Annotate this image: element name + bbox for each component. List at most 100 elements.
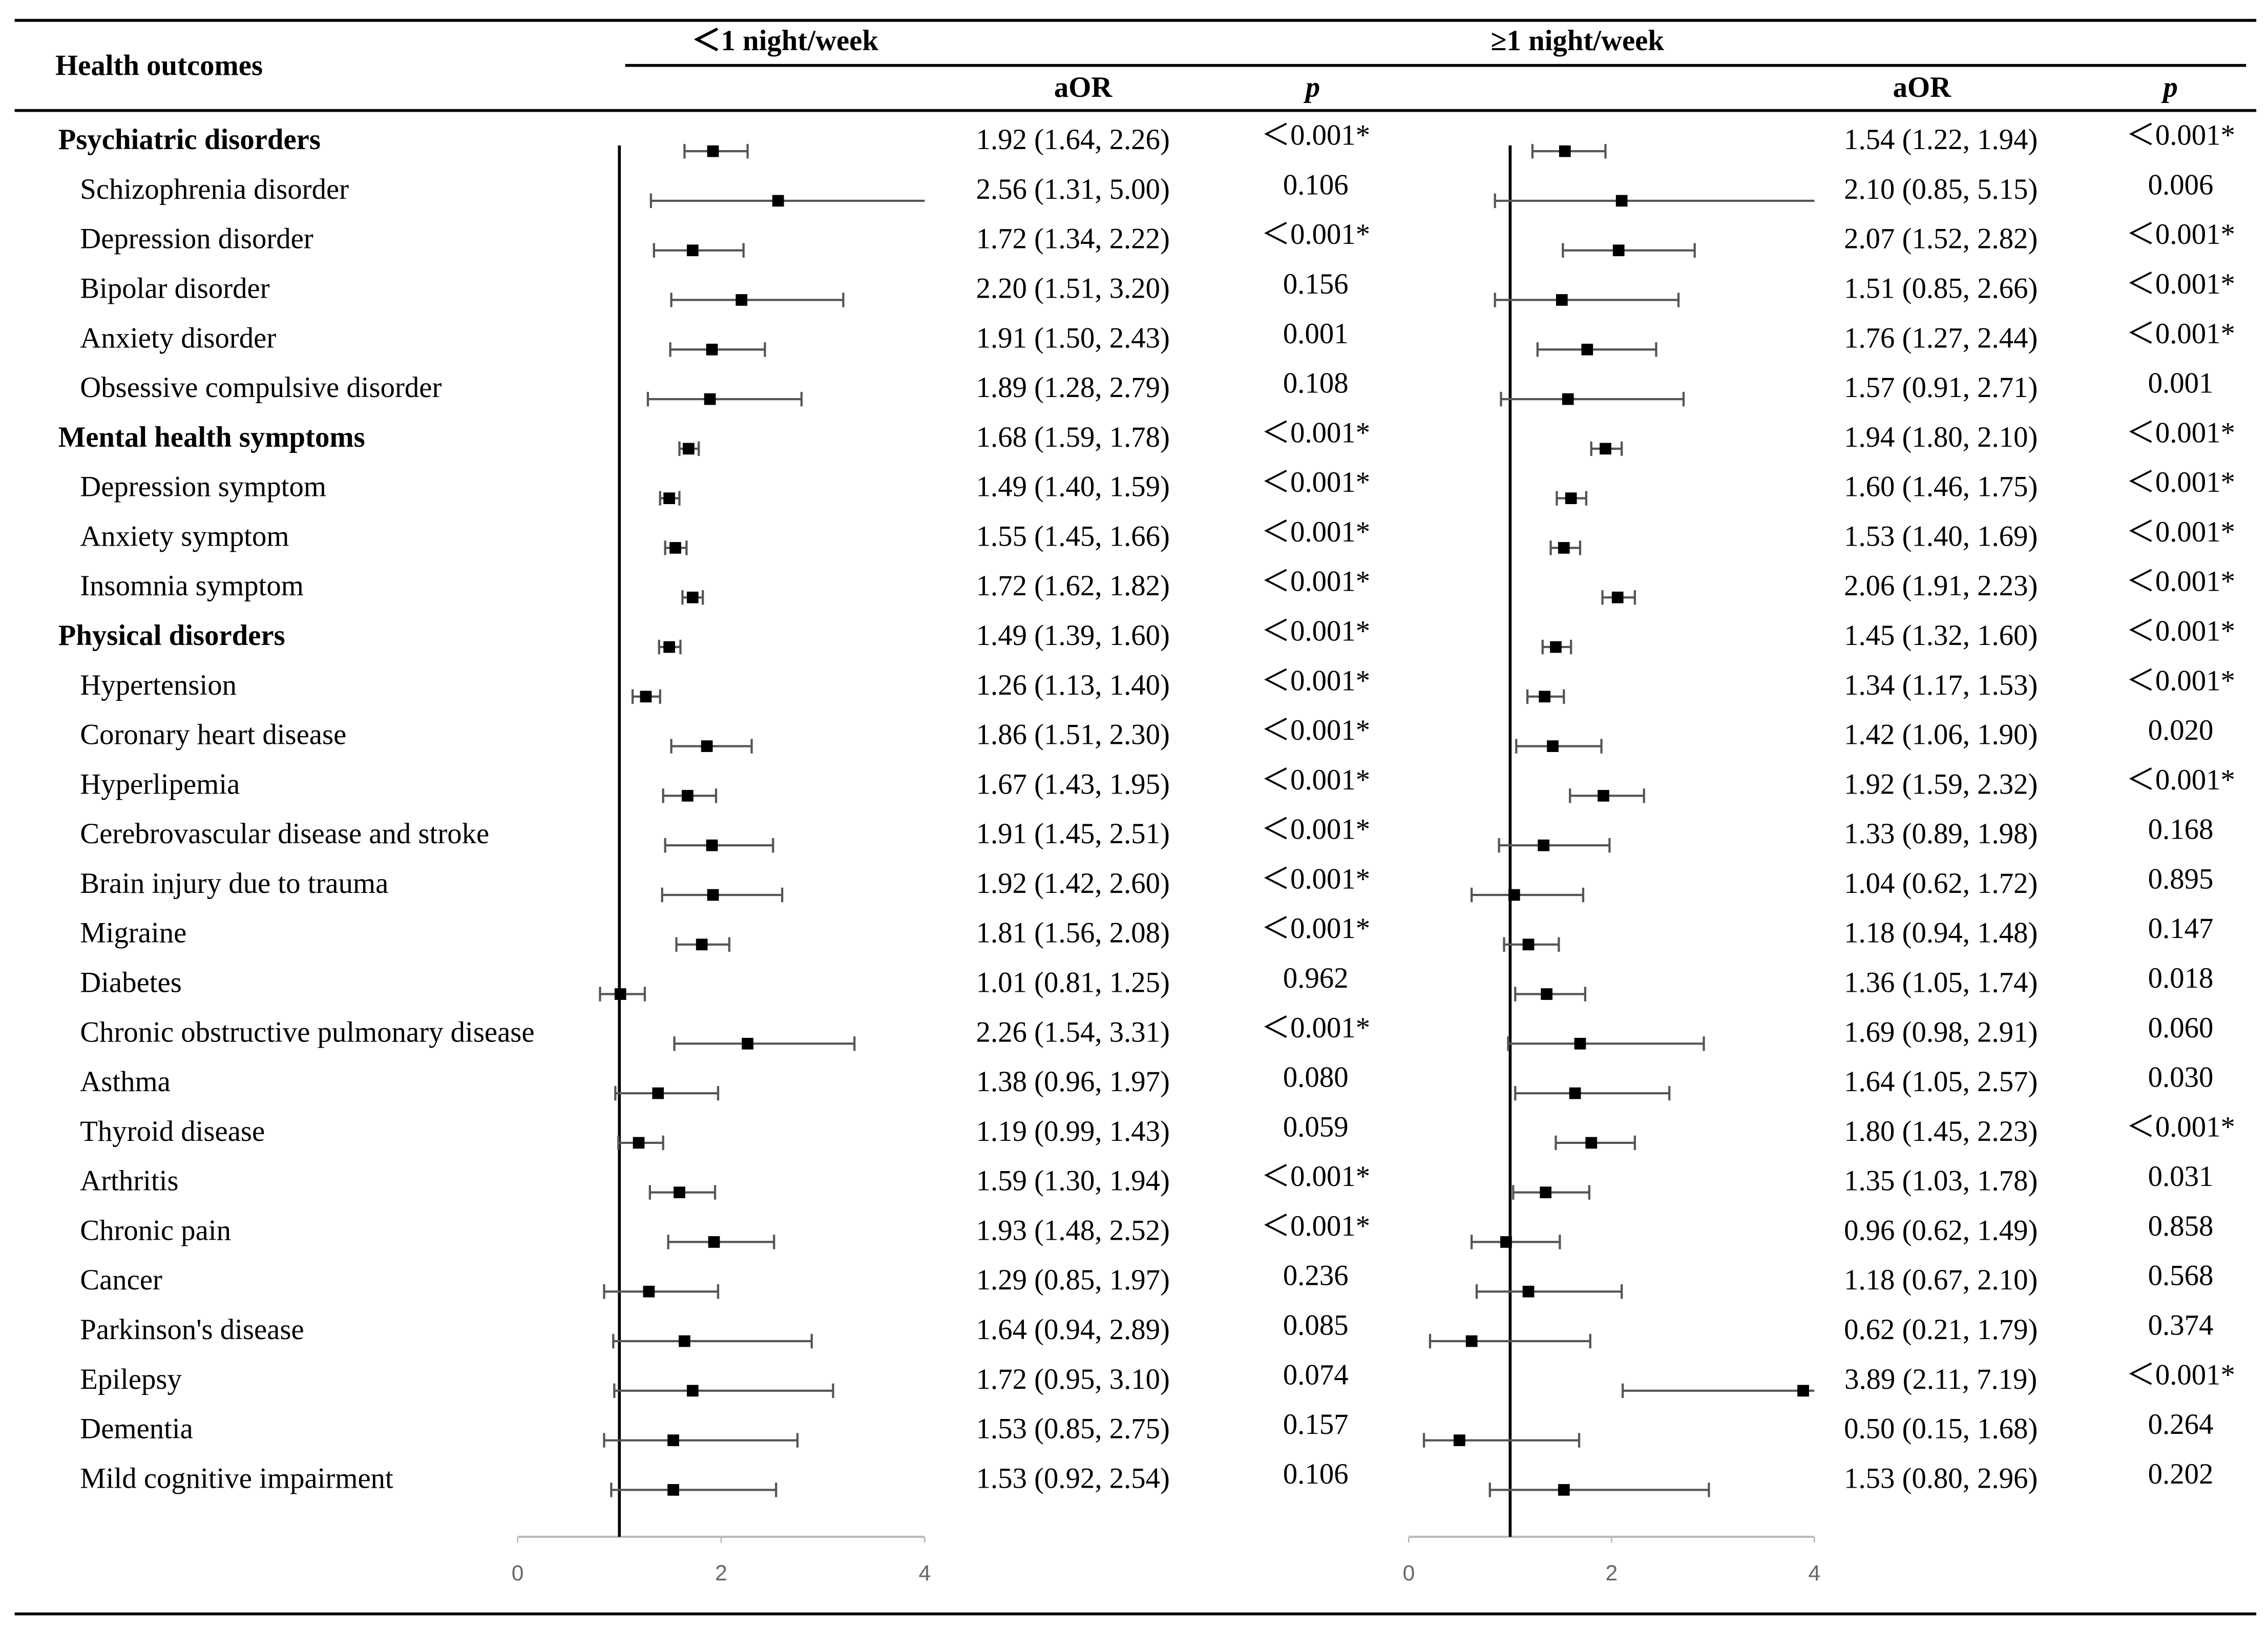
row-label: Depression disorder <box>80 223 313 255</box>
group-name: ≥1 night/week <box>1490 25 1664 57</box>
point-estimate <box>1541 988 1553 1000</box>
row-label: Chronic pain <box>80 1214 231 1246</box>
row-label: Chronic obstructive pulmonary disease <box>80 1016 534 1048</box>
point-estimate <box>1508 889 1520 901</box>
row-label: Migraine <box>80 917 186 949</box>
aor-label: 1.49 (1.40, 1.59) <box>976 471 1170 503</box>
row-label: Bipolar disorder <box>80 273 269 305</box>
point-estimate <box>707 145 719 157</box>
p-label: ＜0.001* <box>2126 764 2235 796</box>
p-label: ＜0.001* <box>1261 119 1370 152</box>
row-label: Psychiatric disorders <box>58 123 321 156</box>
row-label: Physical disorders <box>58 619 285 652</box>
row-label: Parkinson's disease <box>80 1313 304 1346</box>
aor-label: 1.35 (1.03, 1.78) <box>1844 1165 2038 1197</box>
point-estimate <box>1539 691 1551 703</box>
point-estimate <box>683 443 695 455</box>
aor-label: 1.29 (0.85, 1.97) <box>976 1264 1170 1296</box>
p-label: 0.168 <box>2148 814 2214 846</box>
point-estimate <box>742 1037 753 1050</box>
aor-label: 1.76 (1.27, 2.44) <box>1844 322 2038 354</box>
point-estimate <box>707 889 719 901</box>
aor-label: 1.55 (1.45, 1.66) <box>976 520 1170 552</box>
point-estimate <box>701 740 713 752</box>
aor-label: 2.06 (1.91, 2.23) <box>1844 570 2038 602</box>
aor-label: 0.50 (0.15, 1.68) <box>1844 1413 2038 1445</box>
x-tick-label: 0 <box>512 1561 524 1586</box>
point-estimate <box>1558 542 1570 554</box>
row-label: Thyroid disease <box>80 1115 265 1148</box>
plot-area <box>1422 143 1815 1497</box>
point-estimate <box>1522 1285 1535 1298</box>
row-label: Anxiety symptom <box>80 520 289 552</box>
row-label: Mild cognitive impairment <box>80 1462 393 1494</box>
aor-label: 1.86 (1.51, 2.30) <box>976 719 1170 751</box>
p-label: ＜0.001* <box>1261 714 1370 746</box>
p-label: ＜0.001* <box>1261 615 1370 648</box>
point-estimate <box>1615 195 1628 207</box>
point-estimate <box>1465 1335 1478 1347</box>
p-label: ＜0.001* <box>2126 566 2235 598</box>
point-estimate <box>1585 1137 1598 1149</box>
p-label: 0.106 <box>1283 169 1349 201</box>
point-estimate <box>1797 1385 1809 1397</box>
aor-label: 1.69 (0.98, 2.91) <box>1844 1016 2038 1048</box>
aor-label: 1.80 (1.45, 2.23) <box>1844 1115 2038 1148</box>
point-estimate <box>674 1186 685 1199</box>
row-label: Cancer <box>80 1264 162 1296</box>
p-label: ＜0.001* <box>1261 466 1370 498</box>
point-estimate <box>772 195 784 207</box>
point-estimate <box>1547 740 1559 752</box>
point-estimate <box>1565 492 1577 505</box>
p-label: 0.085 <box>1283 1309 1349 1341</box>
aor-label: 1.53 (0.85, 2.75) <box>976 1413 1170 1445</box>
p-label: 0.156 <box>1283 268 1349 300</box>
aor-header: aOR <box>1893 71 1952 103</box>
aor-label: 1.67 (1.43, 1.95) <box>976 768 1170 800</box>
row-label: Depression symptom <box>80 471 326 503</box>
aor-label: 1.92 (1.59, 2.32) <box>1844 768 2038 800</box>
p-label: ＜0.001* <box>2126 218 2235 251</box>
aor-label: 2.20 (1.51, 3.20) <box>976 273 1170 305</box>
aor-label: 1.53 (1.40, 1.69) <box>1844 520 2038 552</box>
p-label: ＜0.001* <box>2126 268 2235 300</box>
row-label: Cerebrovascular disease and stroke <box>80 818 489 850</box>
point-estimate <box>1559 145 1571 157</box>
aor-label: 1.26 (1.13, 1.40) <box>976 669 1170 701</box>
point-estimate <box>669 542 681 554</box>
point-estimate <box>708 1236 720 1248</box>
aor-label: 1.89 (1.28, 2.79) <box>976 371 1170 404</box>
point-estimate <box>1574 1037 1586 1050</box>
point-estimate <box>1540 1186 1552 1199</box>
aor-label: 1.91 (1.50, 2.43) <box>976 322 1170 354</box>
aor-label: 1.18 (0.94, 1.48) <box>1844 917 2038 949</box>
p-header: p <box>2160 71 2177 103</box>
aor-label: 1.18 (0.67, 2.10) <box>1844 1264 2038 1296</box>
point-estimate <box>1538 839 1550 851</box>
aor-label: 2.10 (0.85, 5.15) <box>1844 173 2038 205</box>
point-estimate <box>667 1434 679 1446</box>
p-label: ＜0.001* <box>1261 1012 1370 1044</box>
aor-label: 1.59 (1.30, 1.94) <box>976 1165 1170 1197</box>
aor-label: 1.19 (0.99, 1.43) <box>976 1115 1170 1148</box>
row-label: Obsessive compulsive disorder <box>80 371 442 404</box>
p-label: ＜0.001* <box>1261 912 1370 945</box>
p-label: ＜0.001* <box>2126 119 2235 152</box>
point-estimate <box>736 294 748 306</box>
p-label: 0.018 <box>2148 962 2214 994</box>
point-estimate <box>704 393 716 405</box>
point-estimate <box>614 988 626 1000</box>
point-estimate <box>1522 938 1535 951</box>
point-estimate <box>667 1484 679 1496</box>
point-estimate <box>696 938 708 951</box>
p-label: 0.202 <box>2148 1458 2214 1490</box>
point-estimate <box>686 244 699 257</box>
row-label: Schizophrenia disorder <box>80 173 349 205</box>
point-estimate <box>1454 1434 1465 1446</box>
row-label: Diabetes <box>80 967 182 999</box>
p-label: 0.059 <box>1283 1111 1349 1143</box>
aor-label: 1.93 (1.48, 2.52) <box>976 1214 1170 1246</box>
row-label: Dementia <box>80 1413 193 1445</box>
p-label: ＜0.001* <box>1261 764 1370 796</box>
p-label: ＜0.001* <box>2126 1111 2235 1143</box>
